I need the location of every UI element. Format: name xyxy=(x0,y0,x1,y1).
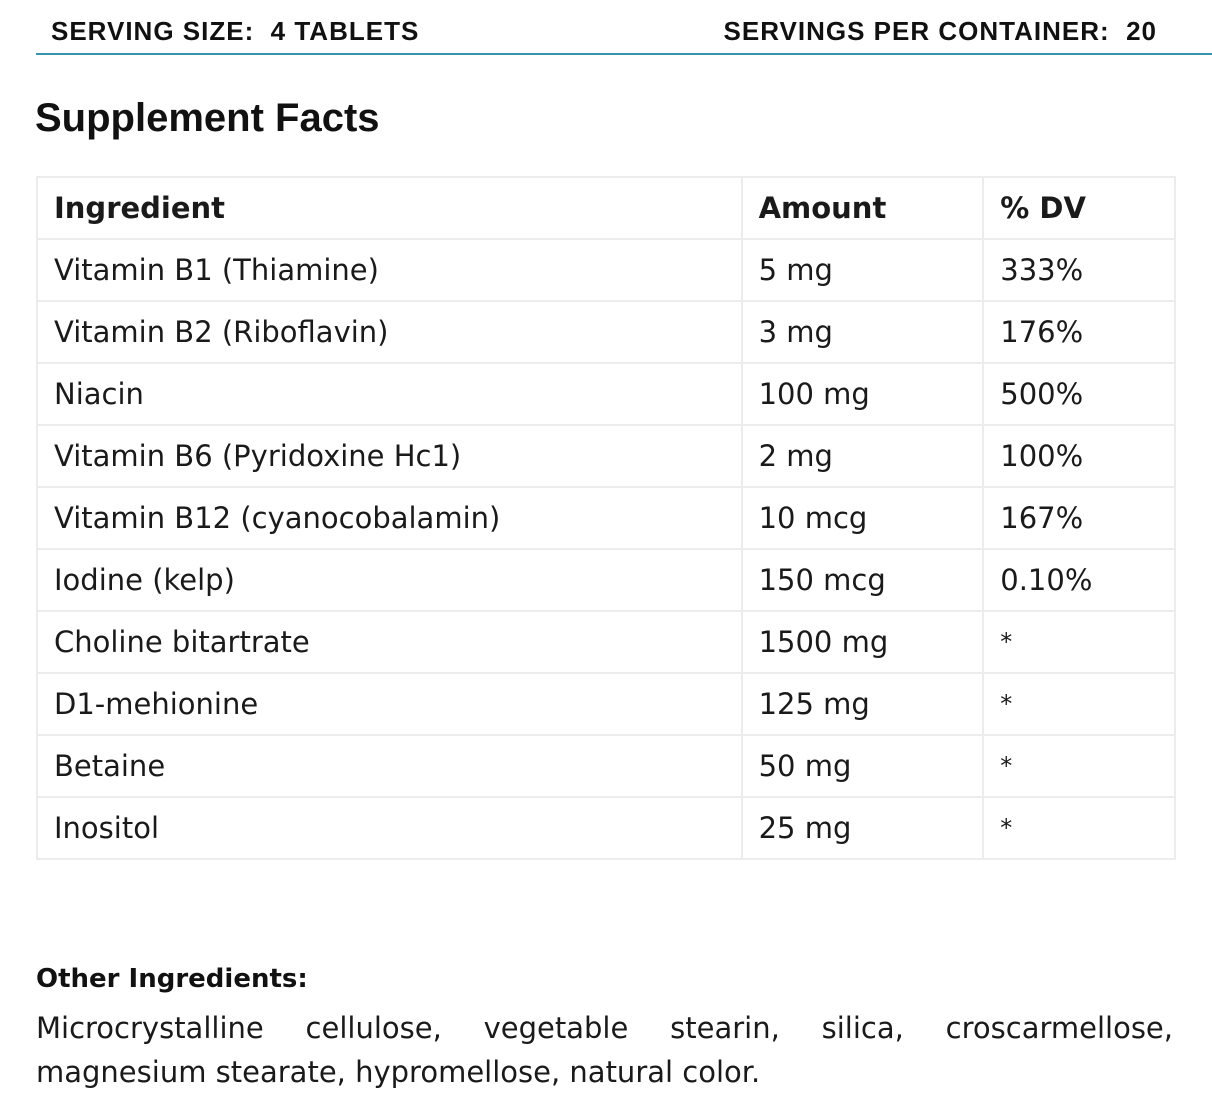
ingredient-cell: Inositol xyxy=(36,796,743,860)
ingredient-cell: Vitamin B1 (Thiamine) xyxy=(36,238,743,302)
page-title: Supplement Facts xyxy=(35,96,380,140)
table-header-row: Ingredient Amount % DV xyxy=(36,176,1176,240)
table-row: Choline bitartrate 1500 mg * xyxy=(36,610,1176,674)
amount-cell: 100 mg xyxy=(740,362,985,426)
table-row: Vitamin B12 (cyanocobalamin) 10 mcg 167% xyxy=(36,486,1176,550)
dv-cell: * xyxy=(982,610,1176,674)
dv-cell: * xyxy=(982,796,1176,860)
dv-cell: 100% xyxy=(982,424,1176,488)
table-row: Vitamin B1 (Thiamine) 5 mg 333% xyxy=(36,238,1176,302)
table-row: Inositol 25 mg * xyxy=(36,796,1176,860)
ingredient-cell: D1-mehionine xyxy=(36,672,743,736)
table-row: Vitamin B2 (Riboflavin) 3 mg 176% xyxy=(36,300,1176,364)
serving-info-bar: SERVING SIZE: 4 TABLETS SERVINGS PER CON… xyxy=(36,0,1212,55)
ingredient-cell: Niacin xyxy=(36,362,743,426)
serving-size: SERVING SIZE: 4 TABLETS xyxy=(51,16,420,46)
dv-cell: 500% xyxy=(982,362,1176,426)
other-ingredients-text: Microcrystalline cellulose, vegetable st… xyxy=(36,1011,1173,1089)
amount-cell: 3 mg xyxy=(740,300,985,364)
ingredient-cell: Choline bitartrate xyxy=(36,610,743,674)
amount-cell: 150 mcg xyxy=(740,548,985,612)
table-row: Betaine 50 mg * xyxy=(36,734,1176,798)
ingredient-cell: Iodine (kelp) xyxy=(36,548,743,612)
header-ingredient: Ingredient xyxy=(36,176,743,240)
header-dv: % DV xyxy=(982,176,1176,240)
dv-cell: 333% xyxy=(982,238,1176,302)
supplement-facts-table: Ingredient Amount % DV Vitamin B1 (Thiam… xyxy=(36,176,1176,860)
amount-cell: 10 mcg xyxy=(740,486,985,550)
table-row: Iodine (kelp) 150 mcg 0.10% xyxy=(36,548,1176,612)
table-row: D1-mehionine 125 mg * xyxy=(36,672,1176,736)
amount-cell: 50 mg xyxy=(740,734,985,798)
dv-cell: 176% xyxy=(982,300,1176,364)
ingredient-cell: Vitamin B12 (cyanocobalamin) xyxy=(36,486,743,550)
dv-cell: 0.10% xyxy=(982,548,1176,612)
dv-cell: 167% xyxy=(982,486,1176,550)
dv-cell: * xyxy=(982,734,1176,798)
other-ingredients-label: Other Ingredients: xyxy=(36,964,308,994)
table-row: Niacin 100 mg 500% xyxy=(36,362,1176,426)
header-amount: Amount xyxy=(740,176,985,240)
amount-cell: 25 mg xyxy=(740,796,985,860)
table-row: Vitamin B6 (Pyridoxine Hc1) 2 mg 100% xyxy=(36,424,1176,488)
amount-cell: 5 mg xyxy=(740,238,985,302)
dv-cell: * xyxy=(982,672,1176,736)
ingredient-cell: Betaine xyxy=(36,734,743,798)
amount-cell: 125 mg xyxy=(740,672,985,736)
ingredient-cell: Vitamin B2 (Riboflavin) xyxy=(36,300,743,364)
servings-per-container: SERVINGS PER CONTAINER: 20 xyxy=(723,16,1157,46)
amount-cell: 1500 mg xyxy=(740,610,985,674)
ingredient-cell: Vitamin B6 (Pyridoxine Hc1) xyxy=(36,424,743,488)
amount-cell: 2 mg xyxy=(740,424,985,488)
